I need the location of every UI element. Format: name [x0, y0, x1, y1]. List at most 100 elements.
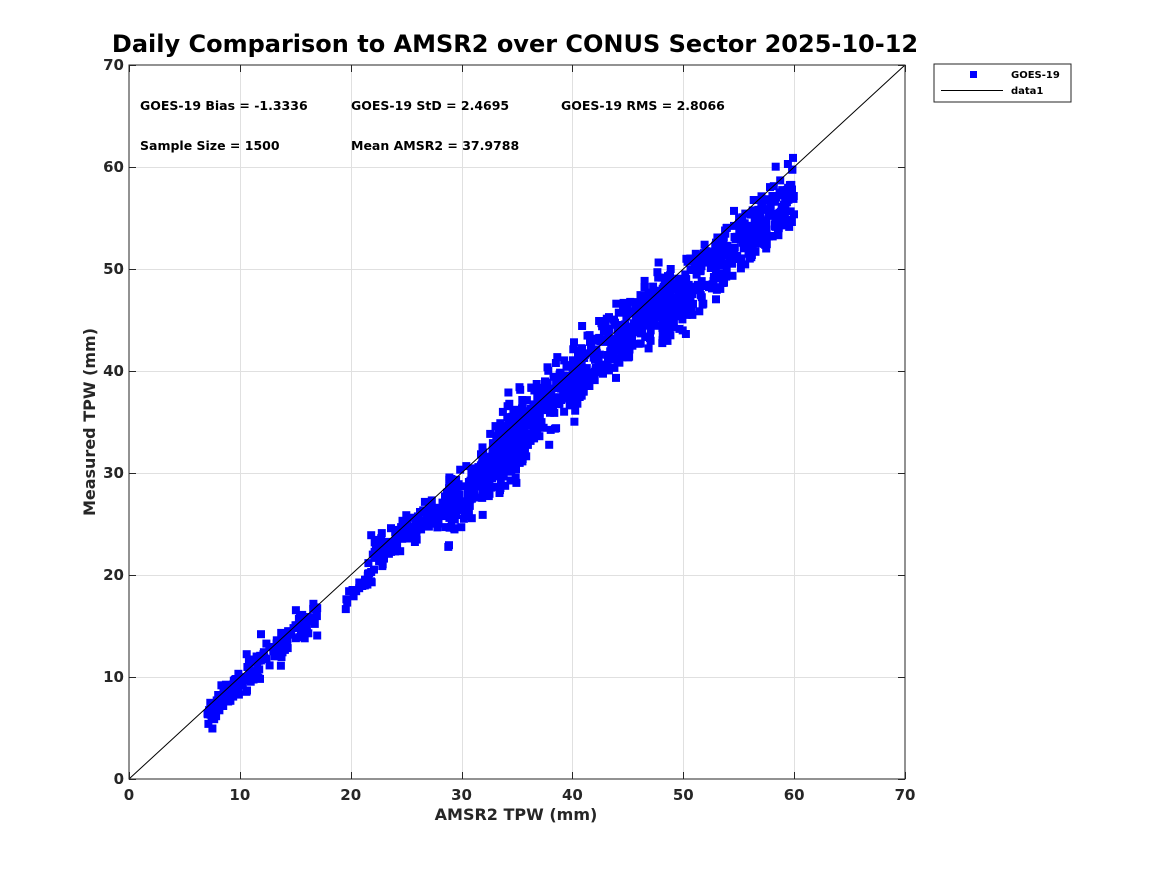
scatter-point [250, 667, 259, 676]
scatter-point [504, 459, 512, 468]
scatter-point [207, 713, 216, 722]
scatter-point [282, 641, 291, 650]
scatter-point [468, 471, 477, 480]
scatter-point [578, 322, 587, 330]
scatter-point [641, 332, 650, 341]
scatter-point [775, 213, 784, 222]
scatter-point [677, 294, 686, 303]
scatter-point [716, 284, 725, 293]
scatter-point [504, 427, 513, 436]
scatter-point [591, 368, 600, 377]
stat-rms: GOES-19 RMS = 2.8066 [561, 98, 725, 113]
scatter-point [496, 419, 505, 428]
scatter-point [654, 258, 663, 267]
scatter-point [521, 431, 530, 440]
scatter-point [755, 206, 764, 215]
scatter-point [622, 334, 631, 343]
stat-mean-amsr2: Mean AMSR2 = 37.9788 [351, 138, 519, 153]
scatter-point [663, 336, 672, 345]
scatter-point [491, 445, 500, 454]
scatter-point [758, 239, 767, 248]
scatter-point [512, 478, 521, 487]
scatter-point [570, 391, 579, 400]
scatter-point [736, 258, 745, 267]
scatter-point [388, 541, 397, 550]
scatter-point [276, 661, 285, 670]
scatter-point [695, 307, 704, 316]
scatter-point [447, 475, 456, 483]
scatter-point [447, 522, 455, 531]
scatter-point [612, 373, 620, 382]
scatter-point [756, 225, 765, 234]
scatter-point [757, 199, 766, 208]
scatter-point [305, 613, 314, 622]
scatter-point [749, 196, 758, 204]
scatter-point [565, 382, 574, 391]
scatter-point [441, 505, 450, 514]
scatter-point [490, 462, 499, 471]
scatter-point [574, 356, 583, 365]
scatter-point [219, 689, 228, 697]
scatter-point [658, 336, 667, 345]
scatter-point [617, 344, 626, 353]
scatter-point [682, 275, 691, 284]
scatter-point [599, 369, 607, 378]
scatter-point [664, 280, 673, 289]
scatter-point [568, 396, 577, 405]
scatter-point [587, 375, 596, 384]
scatter-point [625, 327, 633, 336]
scatter-point [341, 605, 350, 614]
y-axis-label: Measured TPW (mm) [80, 328, 99, 516]
scatter-point [244, 674, 252, 683]
scatter-point [758, 234, 767, 243]
scatter-point [410, 538, 419, 546]
scatter-point [342, 595, 351, 604]
scatter-point [728, 271, 737, 280]
scatter-point [500, 444, 508, 453]
scatter-point [682, 292, 691, 301]
scatter-point [676, 300, 685, 309]
scatter-point [784, 187, 793, 196]
scatter-point [611, 318, 619, 327]
scatter-point [516, 422, 525, 431]
scatter-point [711, 267, 720, 276]
scatter-point [610, 363, 619, 372]
scatter-point [636, 291, 645, 300]
scatter-point [788, 165, 797, 174]
scatter-point [544, 397, 553, 406]
scatter-point [587, 340, 596, 349]
scatter-point [659, 306, 668, 315]
scatter-point [509, 458, 517, 467]
scatter-point [669, 317, 678, 326]
scatter-point [634, 339, 643, 348]
scatter-point [658, 298, 667, 307]
scatter-point [377, 534, 386, 543]
scatter-point [400, 533, 408, 541]
x-axis-label: AMSR2 TPW (mm) [435, 805, 598, 824]
scatter-point [698, 300, 707, 309]
scatter-point [300, 634, 309, 643]
scatter-point [672, 294, 681, 303]
scatter-point [605, 313, 613, 322]
scatter-point [573, 374, 582, 383]
scatter-point [553, 353, 562, 362]
scatter-point [786, 181, 795, 189]
scatter-point [629, 323, 638, 332]
scatter-point [774, 231, 783, 240]
scatter-point [516, 385, 525, 394]
scatter-point [687, 282, 695, 291]
scatter-point [568, 401, 577, 410]
scatter-point [644, 299, 653, 308]
scatter-point [704, 258, 713, 267]
scatter-point [209, 704, 218, 713]
scatter-point [387, 524, 395, 533]
scatter-point [640, 306, 648, 315]
scatter-point [445, 513, 454, 522]
scatter-point [473, 478, 482, 486]
scatter-point [695, 286, 704, 295]
scatter-point [658, 329, 667, 338]
scatter-point [443, 488, 452, 497]
scatter-point [743, 232, 752, 241]
scatter-point [569, 345, 578, 354]
